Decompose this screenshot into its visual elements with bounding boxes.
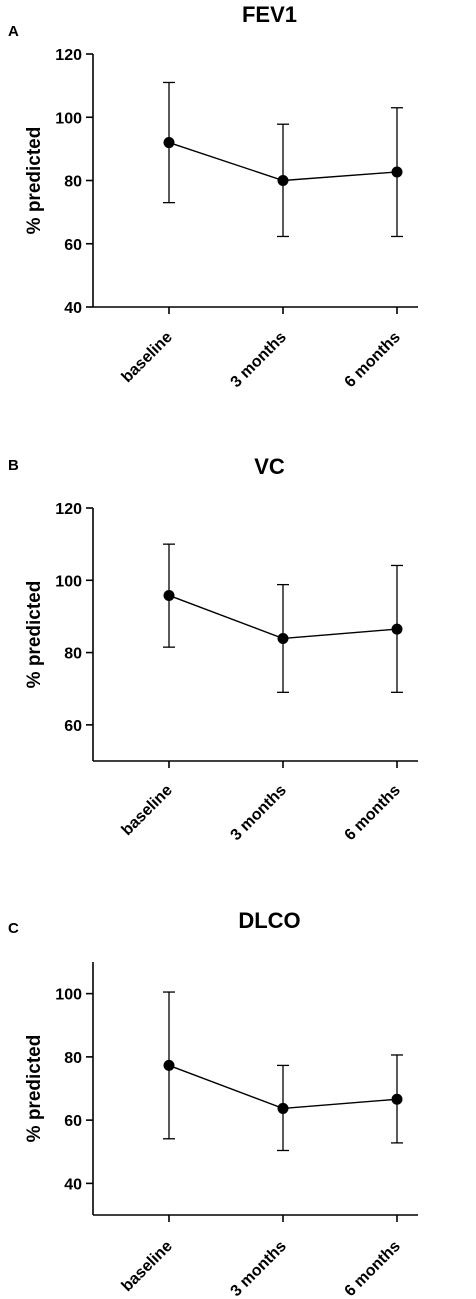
x-tick-label: 6 months xyxy=(342,782,404,844)
y-tick-label: 100 xyxy=(55,110,82,127)
data-point xyxy=(391,623,403,635)
y-tick-label: 60 xyxy=(64,1113,82,1130)
chart-title: DLCO xyxy=(238,908,300,933)
panel-letter: C xyxy=(8,920,19,937)
data-point xyxy=(163,137,175,149)
chart-panel-b: B VC % predicted 60 80 100 120 baseline 3 months… xyxy=(8,454,418,844)
x-tick-label: 3 months xyxy=(228,1238,290,1299)
y-tick-label: 80 xyxy=(64,646,82,663)
data-point xyxy=(277,1102,289,1114)
chart-panel-a: A FEV1 % predicted 40 60 80 100 120 baseline 3 mo… xyxy=(8,2,418,391)
data-point xyxy=(163,589,175,601)
data-point xyxy=(277,632,289,644)
y-tick-label: 80 xyxy=(64,1050,82,1067)
data-point xyxy=(391,1093,403,1105)
y-axis-label: % predicted xyxy=(24,1035,45,1143)
data-point xyxy=(277,175,289,186)
panel-letter: A xyxy=(8,23,19,40)
chart-title: VC xyxy=(254,454,285,479)
y-tick-label: 60 xyxy=(64,237,82,254)
data-point xyxy=(391,166,403,178)
x-tick-label: baseline xyxy=(119,329,176,386)
panel-letter: B xyxy=(8,457,19,474)
data-point xyxy=(163,1059,175,1071)
chart-panel-c: C DLCO % predicted 40 60 80 100 baseline 3 month… xyxy=(8,908,418,1299)
x-tick-label: 3 months xyxy=(228,782,290,844)
x-tick-label: 6 months xyxy=(342,329,404,391)
y-axis-label: % predicted xyxy=(24,581,45,689)
y-tick-label: 40 xyxy=(64,1176,82,1193)
y-tick-label: 80 xyxy=(64,174,82,191)
chart-title: FEV1 xyxy=(242,2,297,27)
x-tick-label: baseline xyxy=(119,782,176,839)
x-tick-label: 6 months xyxy=(342,1238,404,1299)
y-tick-label: 100 xyxy=(55,987,82,1004)
y-axis-label: % predicted xyxy=(24,127,45,235)
y-tick-label: 100 xyxy=(55,573,82,590)
x-tick-label: 3 months xyxy=(228,329,290,391)
y-tick-label: 40 xyxy=(64,300,82,317)
y-tick-label: 60 xyxy=(64,718,82,735)
x-tick-label: baseline xyxy=(119,1238,176,1295)
y-tick-label: 120 xyxy=(55,47,82,64)
y-tick-label: 120 xyxy=(55,501,82,518)
